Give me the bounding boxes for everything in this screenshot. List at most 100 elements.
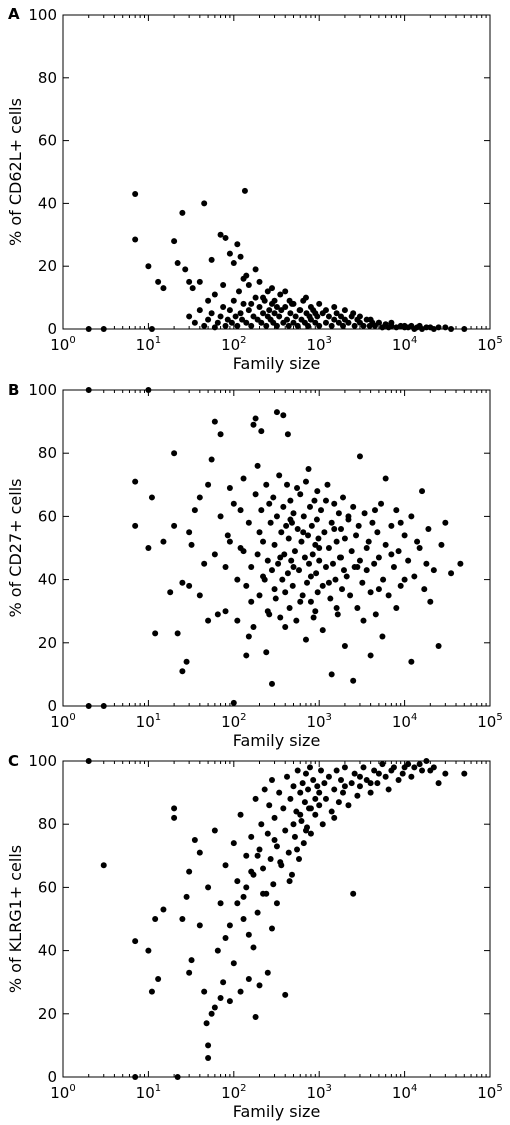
data-point [275, 560, 282, 567]
data-point [338, 776, 345, 783]
data-point [416, 545, 423, 551]
data-point [430, 764, 437, 771]
data-point [359, 579, 366, 586]
data-point [271, 586, 278, 593]
data-point [316, 322, 323, 329]
data-point [196, 849, 203, 856]
data-point [435, 324, 442, 331]
data-point [205, 1042, 212, 1049]
data-point [148, 326, 155, 332]
data-point [329, 560, 336, 567]
data-point [355, 522, 362, 529]
data-point [222, 608, 229, 615]
data-point [411, 764, 418, 771]
data-point [322, 497, 329, 504]
data-point [288, 300, 295, 307]
x-tick-label: 103 [306, 335, 331, 354]
data-point [430, 326, 437, 332]
x-axis: 100 101 102 103 104 105 [50, 390, 503, 731]
data-point [319, 821, 326, 828]
data-point [271, 541, 278, 548]
data-point [325, 545, 332, 551]
data-point [430, 567, 437, 574]
data-point [353, 532, 360, 539]
data-point [300, 513, 307, 520]
data-point [301, 554, 308, 561]
data-point [328, 322, 335, 329]
data-point [254, 909, 261, 916]
data-point [343, 573, 350, 580]
data-point [245, 307, 252, 314]
data-point [401, 576, 408, 583]
data-point [306, 560, 313, 567]
data-point [382, 541, 389, 548]
data-point [325, 773, 332, 780]
data-point [307, 316, 314, 323]
data-point [132, 190, 139, 197]
data-point [298, 818, 305, 825]
data-point [234, 576, 241, 583]
data-point [252, 415, 259, 422]
data-point [438, 541, 445, 548]
data-point [310, 614, 317, 621]
data-point [290, 783, 297, 790]
data-point [302, 636, 309, 643]
data-point [312, 608, 319, 615]
data-point [152, 630, 159, 637]
data-point [245, 519, 252, 526]
data-point [297, 598, 304, 605]
data-point [145, 947, 152, 954]
data-point [285, 849, 292, 856]
data-point [316, 557, 323, 564]
data-point [314, 313, 321, 320]
data-point [301, 799, 308, 806]
data-point [316, 300, 323, 307]
y-axis: 0 20 40 60 80 100 [28, 381, 490, 715]
data-point [312, 795, 319, 802]
data-point [245, 282, 252, 289]
data-point [266, 500, 273, 507]
data-point [294, 526, 301, 533]
y-axis-label: % of CD62L+ cells [6, 98, 25, 246]
data-point [252, 294, 259, 301]
data-point [277, 614, 284, 621]
data-point [290, 319, 297, 326]
data-point [279, 576, 286, 583]
data-point [205, 884, 212, 891]
data-point [205, 1055, 212, 1062]
data-point [372, 611, 379, 618]
data-point [360, 617, 367, 624]
data-point [171, 522, 178, 529]
data-point [294, 322, 301, 329]
data-point [267, 855, 274, 862]
data-point [261, 786, 268, 793]
data-point [267, 519, 274, 526]
data-point [205, 316, 212, 323]
data-point [348, 313, 355, 320]
data-point [250, 421, 257, 428]
data-point [284, 570, 291, 577]
data-point [222, 862, 229, 869]
data-point [298, 538, 305, 545]
data-point [395, 548, 402, 555]
data-point [282, 288, 289, 295]
data-point [414, 324, 421, 331]
x-tick-label: 100 [50, 712, 75, 731]
data-point [419, 488, 426, 495]
data-point [258, 821, 265, 828]
data-point [319, 582, 326, 589]
data-point [397, 582, 404, 589]
y-tick-label: 40 [38, 942, 57, 960]
data-point [333, 310, 340, 317]
data-point [361, 510, 368, 517]
data-point [237, 310, 244, 317]
data-point [306, 764, 313, 771]
data-point [260, 538, 267, 545]
data-point [211, 291, 218, 298]
data-point [299, 592, 306, 599]
data-point [284, 431, 291, 438]
data-point [345, 319, 352, 326]
data-point [290, 510, 297, 517]
x-axis: 100 101 102 103 104 105 [50, 15, 503, 354]
y-tick-label: 80 [38, 444, 57, 462]
